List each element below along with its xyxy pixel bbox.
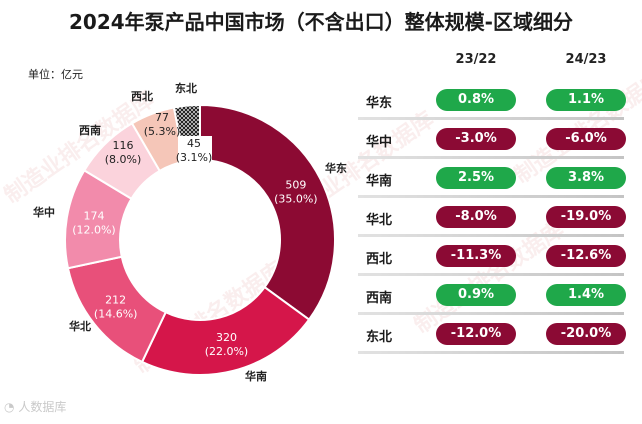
slice-value-label: 116 — [113, 139, 134, 152]
table-row: 西南 0.9% 1.4% — [354, 283, 626, 315]
table-row: 华北 -8.0% -19.0% — [354, 205, 626, 237]
slice-percent-label: (5.3%) — [144, 125, 181, 138]
chart-title: 2024年泵产品中国市场（不含出口）整体规模-区域细分 — [69, 10, 573, 34]
footer-watermark: ◔ 人数据库 — [4, 398, 66, 415]
growth-pill: -19.0% — [546, 206, 626, 228]
slice-percent-label: (8.0%) — [105, 153, 142, 166]
slice-percent-label: (35.0%) — [274, 192, 318, 205]
growth-pill: -3.0% — [436, 128, 516, 150]
col-header-2423: 24/23 — [565, 52, 607, 67]
region-label: 西南 — [366, 291, 393, 306]
row-divider — [358, 117, 624, 120]
callout-box — [178, 136, 212, 166]
region-label: 东北 — [366, 330, 393, 345]
row-divider — [358, 273, 624, 276]
weibo-icon: ◔ — [4, 400, 15, 414]
growth-pill: 2.5% — [436, 167, 516, 189]
table-row: 东北 -12.0% -20.0% — [354, 322, 626, 354]
region-label: 华东 — [366, 96, 393, 111]
row-divider — [358, 234, 624, 237]
slice-region-label: 华东 — [325, 161, 347, 175]
slice-value-label: 45 — [187, 137, 201, 150]
slice-percent-label: (22.0%) — [205, 345, 249, 358]
row-divider — [358, 312, 624, 315]
donut-slice — [140, 285, 311, 376]
growth-pill: -12.6% — [546, 245, 626, 267]
table-row: 华东 0.8% 1.1% — [354, 88, 626, 120]
slice-value-label: 77 — [155, 111, 169, 124]
growth-pill: -20.0% — [546, 323, 626, 345]
slice-region-label: 华中 — [33, 205, 55, 219]
region-label: 华北 — [366, 213, 393, 228]
table-row: 华中 -3.0% -6.0% — [354, 127, 626, 159]
growth-pill: -11.3% — [436, 245, 516, 267]
region-label: 西北 — [366, 252, 393, 267]
growth-pill: 3.8% — [546, 167, 626, 189]
growth-pill: 1.4% — [546, 284, 626, 306]
table-row: 西北 -11.3% -12.6% — [354, 244, 626, 276]
slice-value-label: 174 — [83, 209, 104, 222]
growth-pill: -12.0% — [436, 323, 516, 345]
slice-value-label: 212 — [105, 294, 126, 307]
donut-slice — [199, 103, 336, 321]
slice-region-label: 华北 — [69, 319, 91, 333]
slice-region-label: 东北 — [175, 81, 197, 95]
donut-chart: 509(35.0%)华东320(22.0%)华南212(14.6%)华北174(… — [33, 81, 347, 383]
growth-pill: 0.8% — [436, 89, 516, 111]
slice-percent-label: (12.0%) — [72, 223, 116, 236]
slice-region-label: 西北 — [131, 89, 153, 103]
growth-pill: -6.0% — [546, 128, 626, 150]
slice-value-label: 509 — [285, 178, 306, 191]
table-row: 华南 2.5% 3.8% — [354, 166, 626, 198]
region-label: 华南 — [366, 174, 393, 189]
growth-pill: 1.1% — [546, 89, 626, 111]
row-divider — [358, 351, 624, 354]
row-divider — [358, 156, 624, 159]
col-header-2322: 23/22 — [455, 52, 497, 67]
slice-percent-label: (3.1%) — [176, 151, 213, 164]
row-divider — [358, 195, 624, 198]
slice-region-label: 西南 — [79, 123, 101, 137]
slice-region-label: 华南 — [245, 369, 267, 383]
growth-pill: 0.9% — [436, 284, 516, 306]
growth-pill: -8.0% — [436, 206, 516, 228]
footer-watermark-text: 人数据库 — [18, 400, 67, 414]
region-label: 华中 — [366, 135, 393, 150]
unit-label: 单位：亿元 — [28, 68, 83, 81]
slice-value-label: 320 — [216, 331, 237, 344]
slice-percent-label: (14.6%) — [94, 308, 138, 321]
